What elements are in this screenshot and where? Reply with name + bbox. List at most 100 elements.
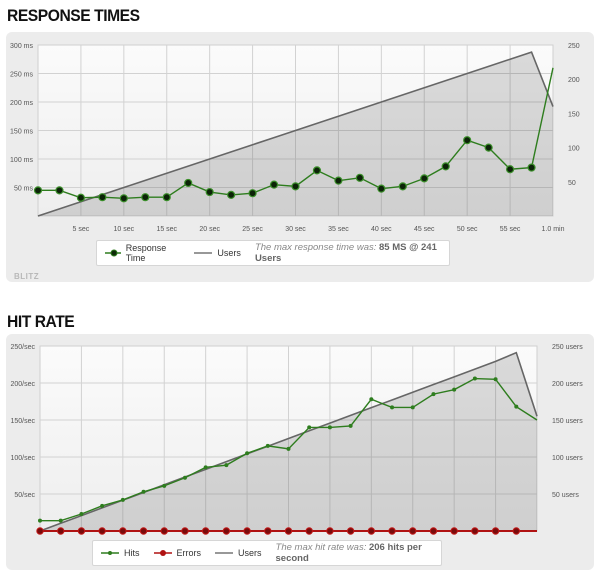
hits-point [431,392,436,397]
hits-point [493,377,498,382]
x-tick-label: 5 sec [73,226,90,233]
response-times-chart: 50 ms 100 ms 150 ms 200 ms 250 ms 300 ms 50 100… [10,43,580,233]
y-right-tick-label: 150 [568,111,580,118]
y-left-tick-label: 100/sec [10,455,35,462]
errors-point [367,527,376,535]
x-tick-label: 30 sec [285,226,306,233]
hits-point [245,451,250,456]
hits-point [182,475,187,480]
errors-point [98,527,106,535]
y-left-tick-label: 200/sec [10,381,35,388]
hits-point [514,404,519,409]
response-time-point [420,174,429,183]
errors-point [160,527,168,535]
hits-point [369,397,374,402]
summary-prefix: The max response time was: [254,242,377,253]
response-time-point [33,186,43,195]
response-time-point [269,180,279,189]
x-tick-label: 40 sec [371,226,392,233]
hits-point [307,425,312,430]
response-time-point [141,193,150,202]
x-tick-label: 50 sec [457,226,478,233]
y-left-tick-label: 250/sec [10,344,35,351]
errors-point [57,527,65,535]
y-left-tick-label: 100 ms [10,157,33,164]
x-tick-label: 1.0 min [542,226,565,233]
errors-point [409,527,417,535]
hits-point [265,443,270,448]
legend-users-hit[interactable]: Users [215,548,262,558]
legend-response-time-label: Response Time [125,243,167,263]
y-right-tick-label: 50 users [552,492,579,499]
errors-point [77,527,86,535]
response-time-point [76,193,86,202]
hits-point [58,518,63,523]
errors-point [139,527,148,535]
response-time-point [527,163,536,172]
errors-point [36,527,44,535]
legend-hits-label: Hits [124,548,140,558]
legend-response-time-swatch [105,249,121,257]
hits-point [286,446,291,451]
response-time-point [355,173,364,182]
errors-point [388,527,396,535]
x-tick-label: 20 sec [199,226,220,233]
y-right-tick-label: 250 users [552,344,583,351]
y-right-tick-label: 150 users [552,418,583,425]
response-time-point [291,182,300,191]
legend-users-label: Users [217,248,241,258]
summary-value-hit: 206 hits per second [275,542,422,564]
legend-response-time[interactable]: Response Time [105,243,180,263]
errors-point [264,527,272,535]
hits-point [141,489,146,494]
errors-point [450,527,458,535]
errors-point [512,527,520,535]
y-left-tick-label: 50 ms [14,186,34,193]
response-times-summary: The max response time was: 85 MS @ 241 U… [255,242,441,264]
hits-point [224,463,229,468]
response-time-point [184,178,193,188]
y-right-tick-label: 200 [568,77,580,84]
hits-point [120,497,125,502]
response-time-point [377,184,386,193]
legend-hits[interactable]: Hits [101,548,140,558]
x-tick-label: 25 sec [242,226,263,233]
y-left-tick-label: 300 ms [10,43,33,50]
response-time-point [463,136,472,145]
errors-point [119,527,127,535]
response-times-legend: Response Time Users The max response tim… [96,240,450,266]
hit-rate-title: HIT RATE [7,312,75,331]
errors-point [471,527,479,535]
errors-point [346,527,355,535]
hits-point [100,503,105,508]
legend-users[interactable]: Users [194,248,241,258]
response-time-point [312,166,322,175]
response-times-title: RESPONSE TIMES [7,6,140,25]
response-time-point [55,186,64,195]
response-time-point [98,193,107,202]
hits-point [203,465,208,470]
errors-point [243,527,251,535]
errors-point [305,527,313,535]
users-line [37,51,554,217]
hits-point [348,423,353,428]
response-time-point [505,165,515,174]
hits-point [79,511,84,516]
response-time-point [162,193,171,202]
hits-point [162,483,167,488]
errors-point [491,527,500,535]
response-time-point [334,176,343,185]
legend-errors-label: Errors [176,548,202,558]
x-tick-label: 10 sec [114,226,135,233]
y-left-tick-label: 150 ms [10,129,33,136]
response-time-point [227,190,236,200]
y-left-tick-label: 50/sec [14,492,35,499]
hits-point [38,518,42,523]
y-left-tick-label: 250 ms [10,72,33,79]
y-right-tick-label: 250 [568,43,580,50]
x-tick-label: 35 sec [328,226,349,233]
y-left-tick-label: 150/sec [10,418,35,425]
errors-point [222,527,231,535]
legend-errors[interactable]: Errors [153,548,202,558]
blitz-logo: BLITZ [14,272,40,281]
